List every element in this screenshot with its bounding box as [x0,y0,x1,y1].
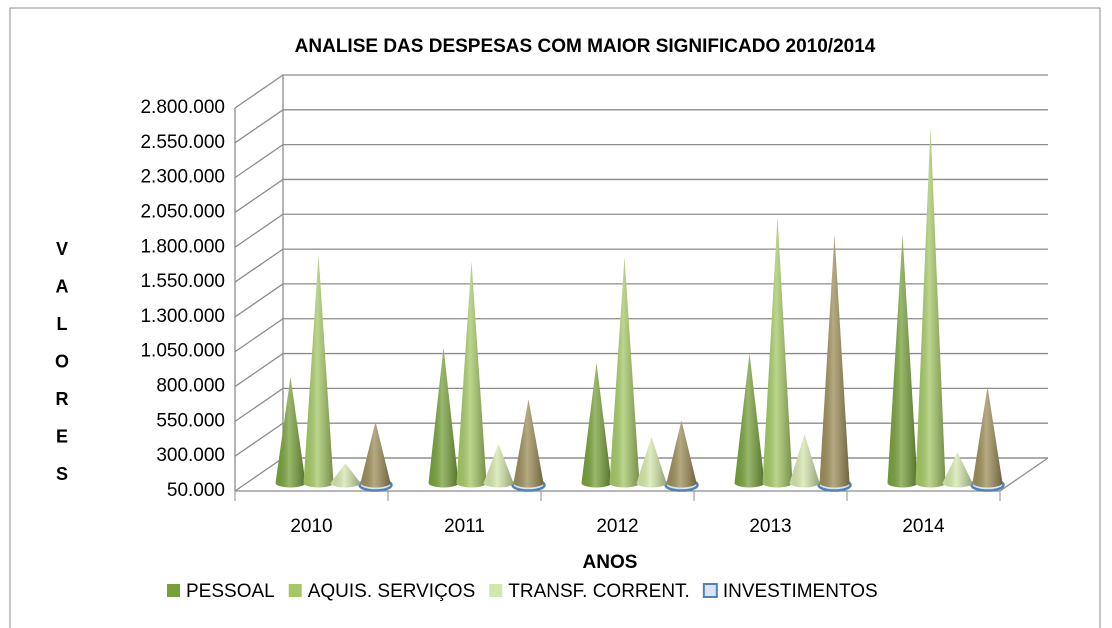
y-tick-label: 2.800.000 [140,97,225,118]
x-tick-label: 2014 [902,516,945,537]
x-axis-label: ANOS [583,552,638,573]
legend-swatch [702,583,718,598]
legend-swatch [288,584,302,597]
cone [942,452,973,488]
y-tick-label: 2.300.000 [140,167,225,188]
cone [581,363,612,488]
cone-shade [456,261,487,488]
cone-shade [581,363,612,488]
cone [789,434,820,488]
legend: PESSOAL AQUIS. SERVIÇOS TRANSF. CORRENT. IN… [167,581,878,602]
legend-swatch [167,584,180,597]
cone [513,399,544,488]
cone-shade [360,421,391,488]
cone [734,353,765,488]
y-tick-label: 1.550.000 [140,271,225,292]
y-tick-label: 2.050.000 [140,201,225,222]
cone-shade [330,463,361,488]
cone-shade [483,444,514,488]
y-tick-label: 1.800.000 [140,236,225,257]
cone [609,257,640,488]
x-tick-label: 2011 [444,516,485,537]
cone [762,216,793,488]
legend-label: INVESTIMENTOS [723,581,878,602]
legend-label: AQUIS. SERVIÇOS [308,581,476,602]
cone [636,437,667,488]
cone [275,377,306,488]
x-tick-label: 2012 [596,516,638,537]
axis-wall [234,75,284,491]
cone-shade [609,257,640,488]
cone-shade [972,386,1003,488]
y-tick-label: 300.000 [156,445,225,466]
cone-shade [303,254,334,488]
legend-label: TRANSF. CORRENT. [508,581,690,602]
y-tick-label: 2.550.000 [140,132,225,153]
cone-shade [819,235,850,488]
cone-shade [762,216,793,488]
cone [360,421,391,488]
cone-shade [942,452,973,488]
y-tick-label: 1.050.000 [140,341,225,362]
grid: 50.000 300.000 550.000 800.000 1.050.000 1.30… [140,74,1049,537]
cone [483,444,514,488]
y-tick-label: 1.300.000 [140,306,225,327]
chart-title: ANALISE DAS DESPESAS COM MAIOR SIGNIFICA… [295,36,876,57]
cone [330,463,361,488]
cone [666,420,697,488]
y-tick-label: 50.000 [167,480,225,501]
chart-border [9,7,1101,628]
cone [819,235,850,488]
plot [275,127,1005,492]
cone-shade [915,127,946,488]
cone-shade [789,434,820,488]
cone-shade [275,377,306,488]
cone [972,386,1003,488]
legend-label: PESSOAL [186,581,275,602]
cone-shade [636,437,667,488]
x-tick-label: 2013 [749,516,791,537]
x-tick-label: 2010 [290,516,332,537]
cone [303,254,334,488]
cone [887,235,918,488]
cone-shade [734,353,765,488]
y-tick-label: 550.000 [156,410,225,431]
cone [456,261,487,488]
legend-swatch [489,584,503,597]
cone-shade [666,420,697,488]
cone-shade [428,347,459,488]
cone [915,127,946,488]
y-tick-label: 800.000 [156,376,225,397]
cone-shade [513,399,544,488]
cone-shade [887,235,918,488]
cone [428,347,459,488]
